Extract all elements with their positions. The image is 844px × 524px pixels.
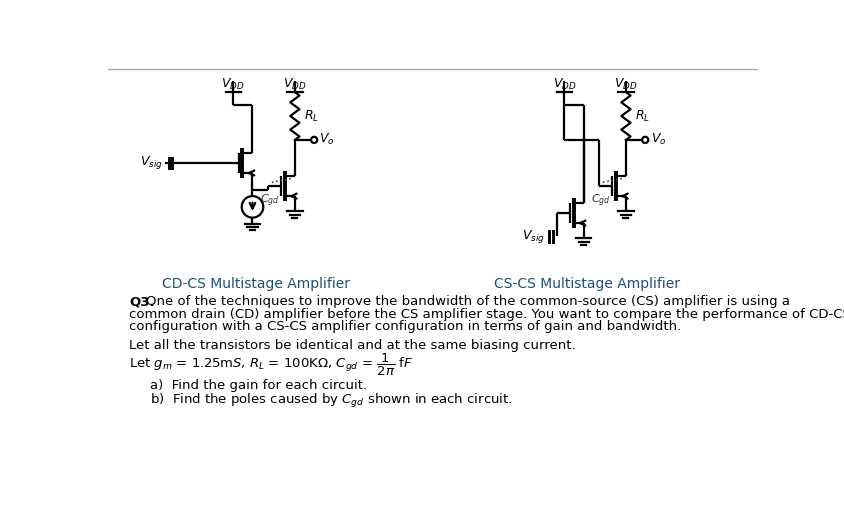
Text: $V_{DD}$: $V_{DD}$ [614,77,637,92]
Text: $V_o$: $V_o$ [650,133,665,147]
Text: $C_{gd}$: $C_{gd}$ [260,193,279,210]
Text: common drain (CD) amplifier before the CS amplifier stage. You want to compare t: common drain (CD) amplifier before the C… [129,308,844,321]
Text: Let all the transistors be identical and at the same biasing current.: Let all the transistors be identical and… [129,339,576,352]
Text: Q3.: Q3. [129,296,154,309]
Text: configuration with a CS-CS amplifier configuration in terms of gain and bandwidt: configuration with a CS-CS amplifier con… [129,320,681,333]
Text: a)  Find the gain for each circuit.: a) Find the gain for each circuit. [150,378,367,391]
Text: One of the techniques to improve the bandwidth of the common-source (CS) amplifi: One of the techniques to improve the ban… [146,296,789,309]
Text: $C_{gd}$: $C_{gd}$ [591,193,610,210]
Text: CS-CS Multistage Amplifier: CS-CS Multistage Amplifier [494,277,679,291]
Text: CD-CS Multistage Amplifier: CD-CS Multistage Amplifier [162,277,350,291]
Text: $V_{sig}$: $V_{sig}$ [522,227,544,245]
Text: $V_{DD}$: $V_{DD}$ [283,77,306,92]
Text: b)  Find the poles caused by $C_{gd}$ shown in each circuit.: b) Find the poles caused by $C_{gd}$ sho… [150,392,511,410]
Text: $V_{DD}$: $V_{DD}$ [552,77,576,92]
Text: Let $g_m$ = 1.25m$S$, $R_L$ = 100K$\Omega$, $C_{gd}$ = $\dfrac{1}{2\pi}$ f$F$: Let $g_m$ = 1.25m$S$, $R_L$ = 100K$\Omeg… [129,352,414,378]
Text: $V_o$: $V_o$ [319,133,334,147]
Text: $V_{DD}$: $V_{DD}$ [221,77,245,92]
Text: $R_L$: $R_L$ [635,108,649,124]
Text: $R_L$: $R_L$ [304,108,319,124]
Text: $V_{sig}$: $V_{sig}$ [140,155,163,171]
